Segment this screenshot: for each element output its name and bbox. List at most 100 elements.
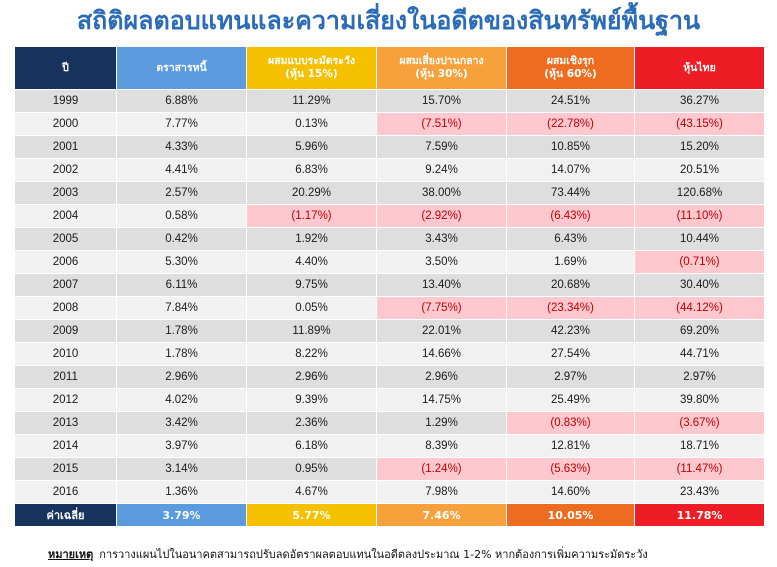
- cell-moderate: 9.24%: [376, 158, 507, 182]
- cell-conservative: 6.83%: [246, 158, 377, 182]
- cell-year: 2003: [14, 181, 117, 205]
- cell-thai-equity: 23.43%: [634, 480, 765, 504]
- cell-bond: 6.88%: [116, 89, 247, 113]
- average-bond: 3.79%: [116, 503, 247, 527]
- cell-year: 2008: [14, 296, 117, 320]
- table-body: 1999 6.88% 11.29% 15.70% 24.51% 36.27% 2000 7.7…: [14, 89, 765, 504]
- cell-bond: 4.41%: [116, 158, 247, 182]
- table-row: 2005 0.42% 1.92% 3.43% 6.43% 10.44%: [14, 227, 765, 251]
- cell-thai-equity: 10.44%: [634, 227, 765, 251]
- cell-bond: 2.96%: [116, 365, 247, 389]
- table-row: 2008 7.84% 0.05% (7.75%) (23.34%) (44.12%): [14, 296, 765, 320]
- cell-conservative: 0.95%: [246, 457, 377, 481]
- cell-conservative: 6.18%: [246, 434, 377, 458]
- cell-moderate: 3.43%: [376, 227, 507, 251]
- average-aggressive: 10.05%: [506, 503, 635, 527]
- header-aggressive-sublabel: (หุ้น 60%): [544, 68, 597, 80]
- cell-conservative: 8.22%: [246, 342, 377, 366]
- cell-bond: 1.36%: [116, 480, 247, 504]
- cell-aggressive: 42.23%: [506, 319, 635, 343]
- header-bond-label: ตราสารหนี้: [156, 61, 207, 74]
- cell-thai-equity: 20.51%: [634, 158, 765, 182]
- cell-year: 2015: [14, 457, 117, 481]
- cell-thai-equity: 69.20%: [634, 319, 765, 343]
- cell-thai-equity: 30.40%: [634, 273, 765, 297]
- cell-moderate: 3.50%: [376, 250, 507, 274]
- cell-moderate: 22.01%: [376, 319, 507, 343]
- cell-thai-equity: 15.20%: [634, 135, 765, 159]
- cell-aggressive: (5.63%): [506, 457, 635, 481]
- returns-table: ปี ตราสารหนี้ ผสมแบบระมัดระวัง (หุ้น 15%)…: [14, 46, 765, 527]
- footnote: หมายเหตุ การวางแผนไปในอนาคตสามารถปรับลดอั…: [48, 545, 648, 563]
- cell-thai-equity: 36.27%: [634, 89, 765, 113]
- table-row: 2009 1.78% 11.89% 22.01% 42.23% 69.20%: [14, 319, 765, 343]
- cell-year: 2009: [14, 319, 117, 343]
- cell-thai-equity: 18.71%: [634, 434, 765, 458]
- cell-moderate: 13.40%: [376, 273, 507, 297]
- cell-thai-equity: 44.71%: [634, 342, 765, 366]
- cell-bond: 6.11%: [116, 273, 247, 297]
- cell-bond: 4.33%: [116, 135, 247, 159]
- cell-moderate: 15.70%: [376, 89, 507, 113]
- cell-thai-equity: (11.10%): [634, 204, 765, 228]
- cell-conservative: 4.67%: [246, 480, 377, 504]
- cell-bond: 1.78%: [116, 342, 247, 366]
- cell-moderate: 7.59%: [376, 135, 507, 159]
- cell-conservative: 4.40%: [246, 250, 377, 274]
- cell-bond: 2.57%: [116, 181, 247, 205]
- cell-aggressive: 24.51%: [506, 89, 635, 113]
- table-row: 2012 4.02% 9.39% 14.75% 25.49% 39.80%: [14, 388, 765, 412]
- table-row: 2004 0.58% (1.17%) (2.92%) (6.43%) (11.10%): [14, 204, 765, 228]
- cell-conservative: (1.17%): [246, 204, 377, 228]
- table-row: 2010 1.78% 8.22% 14.66% 27.54% 44.71%: [14, 342, 765, 366]
- cell-year: 2011: [14, 365, 117, 389]
- header-row: ปี ตราสารหนี้ ผสมแบบระมัดระวัง (หุ้น 15%)…: [14, 46, 765, 90]
- cell-bond: 5.30%: [116, 250, 247, 274]
- footnote-text: การวางแผนไปในอนาคตสามารถปรับลดอัตราผลตอบ…: [99, 548, 648, 561]
- cell-year: 2005: [14, 227, 117, 251]
- cell-bond: 7.77%: [116, 112, 247, 136]
- cell-bond: 7.84%: [116, 296, 247, 320]
- header-moderate-label: ผสมเสี่ยงปานกลาง: [399, 55, 484, 67]
- cell-thai-equity: (44.12%): [634, 296, 765, 320]
- table-row: 2003 2.57% 20.29% 38.00% 73.44% 120.68%: [14, 181, 765, 205]
- cell-conservative: 0.05%: [246, 296, 377, 320]
- cell-aggressive: 20.68%: [506, 273, 635, 297]
- cell-conservative: 5.96%: [246, 135, 377, 159]
- cell-aggressive: 14.60%: [506, 480, 635, 504]
- average-label: ค่าเฉลี่ย: [14, 503, 117, 527]
- table-row: 2000 7.77% 0.13% (7.51%) (22.78%) (43.15%): [14, 112, 765, 136]
- cell-year: 2012: [14, 388, 117, 412]
- header-thai-equity: หุ้นไทย: [634, 46, 765, 90]
- cell-conservative: 2.36%: [246, 411, 377, 435]
- average-moderate: 7.46%: [376, 503, 507, 527]
- cell-moderate: (2.92%): [376, 204, 507, 228]
- cell-aggressive: 2.97%: [506, 365, 635, 389]
- cell-year: 2007: [14, 273, 117, 297]
- cell-aggressive: 73.44%: [506, 181, 635, 205]
- cell-conservative: 1.92%: [246, 227, 377, 251]
- table-row: 2014 3.97% 6.18% 8.39% 12.81% 18.71%: [14, 434, 765, 458]
- cell-aggressive: 1.69%: [506, 250, 635, 274]
- header-aggressive-label: ผสมเชิงรุก: [546, 55, 595, 67]
- cell-bond: 0.42%: [116, 227, 247, 251]
- header-conservative-sublabel: (หุ้น 15%): [285, 68, 338, 80]
- cell-aggressive: (23.34%): [506, 296, 635, 320]
- cell-aggressive: (6.43%): [506, 204, 635, 228]
- cell-year: 2004: [14, 204, 117, 228]
- cell-bond: 0.58%: [116, 204, 247, 228]
- header-conservative-label: ผสมแบบระมัดระวัง: [268, 55, 355, 67]
- table-row: 2013 3.42% 2.36% 1.29% (0.83%) (3.67%): [14, 411, 765, 435]
- cell-aggressive: 27.54%: [506, 342, 635, 366]
- cell-conservative: 20.29%: [246, 181, 377, 205]
- cell-thai-equity: (0.71%): [634, 250, 765, 274]
- cell-conservative: 11.89%: [246, 319, 377, 343]
- table-row: 1999 6.88% 11.29% 15.70% 24.51% 36.27%: [14, 89, 765, 113]
- cell-thai-equity: 2.97%: [634, 365, 765, 389]
- cell-aggressive: 6.43%: [506, 227, 635, 251]
- cell-conservative: 2.96%: [246, 365, 377, 389]
- cell-conservative: 11.29%: [246, 89, 377, 113]
- page-title: สถิติผลตอบแทนและความเสี่ยงในอดีตของสินทร…: [76, 6, 701, 35]
- cell-aggressive: 10.85%: [506, 135, 635, 159]
- cell-moderate: 2.96%: [376, 365, 507, 389]
